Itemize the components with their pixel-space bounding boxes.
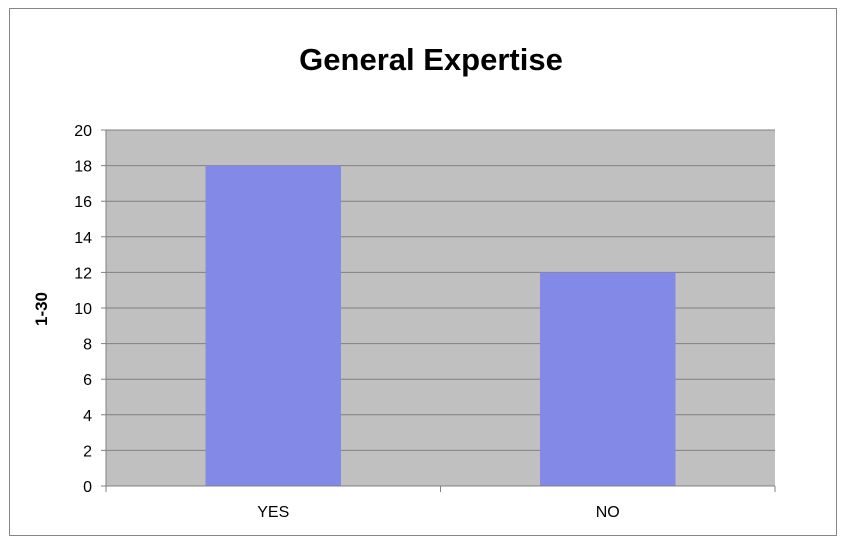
y-tick-label: 16 xyxy=(74,194,92,211)
axes xyxy=(101,129,776,492)
y-tick-label: 14 xyxy=(74,230,92,247)
chart-title: General Expertise xyxy=(299,42,563,77)
y-tick-labels: 0 2 4 6 8 10 12 14 16 18 20 xyxy=(74,123,92,496)
y-tick-label: 10 xyxy=(74,301,92,318)
x-tick-label: YES xyxy=(257,504,289,521)
y-tick-label: 0 xyxy=(83,479,92,496)
x-tick-labels: YES NO xyxy=(257,504,620,521)
chart-frame: General Expertise 0 2 4 6 8 10 12 14 16 18 20 YES N… xyxy=(9,8,837,536)
y-tick-label: 18 xyxy=(74,159,92,176)
bar-chart: General Expertise 0 2 4 6 8 10 12 14 16 18 20 YES N… xyxy=(32,42,776,521)
bars xyxy=(205,165,676,486)
y-tick-label: 12 xyxy=(74,265,92,282)
y-tick-label: 8 xyxy=(83,337,92,354)
y-axis-title: 1-30 xyxy=(32,292,51,326)
bar-yes xyxy=(205,165,341,486)
bar-no xyxy=(540,272,676,486)
y-tick-label: 4 xyxy=(83,408,92,425)
y-tick-label: 6 xyxy=(83,372,92,389)
y-tick-label: 20 xyxy=(74,123,92,140)
x-tick-label: NO xyxy=(596,504,620,521)
y-tick-label: 2 xyxy=(83,443,92,460)
